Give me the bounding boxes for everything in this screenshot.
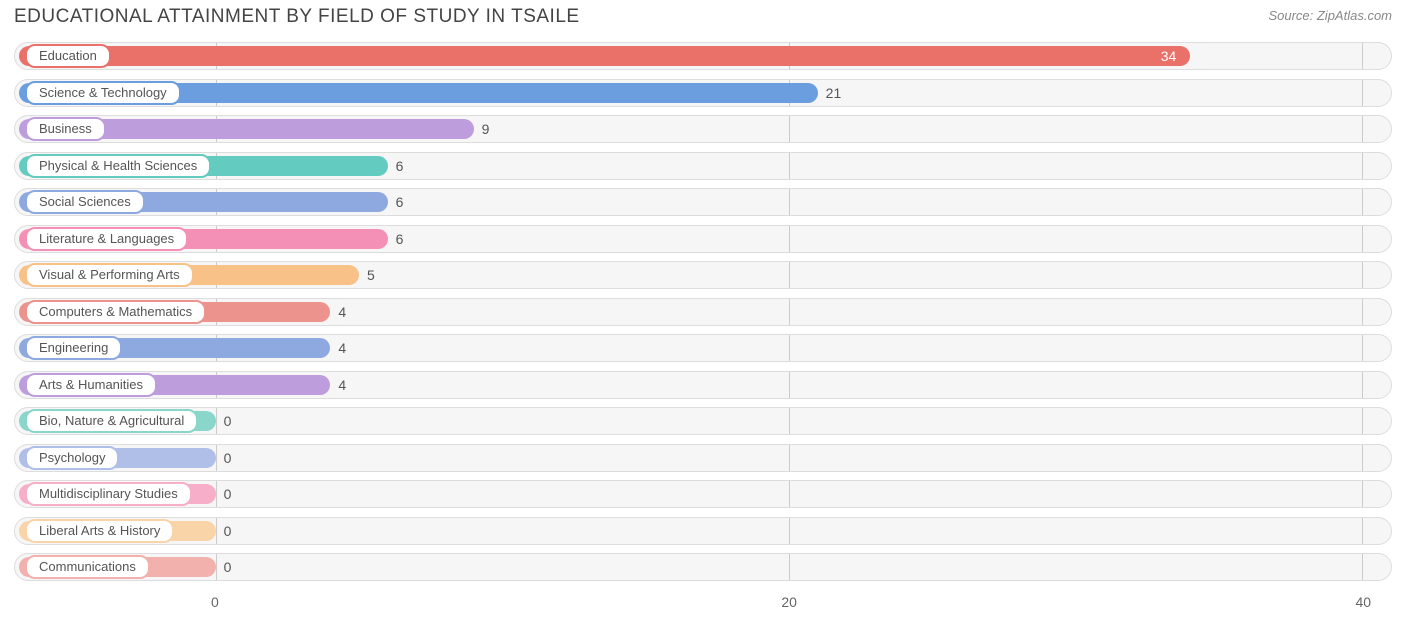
value-label: 0 (224, 486, 232, 502)
bar (19, 46, 1190, 66)
gridline (1362, 518, 1363, 544)
category-pill: Engineering (25, 336, 122, 360)
gridline (789, 554, 790, 580)
bar-track: Science & Technology 21 (14, 79, 1392, 107)
gridline (1362, 445, 1363, 471)
value-label: 21 (826, 85, 842, 101)
bar-track: Social Sciences 6 (14, 188, 1392, 216)
gridline (216, 554, 217, 580)
gridline (1362, 189, 1363, 215)
bar-track: Arts & Humanities 4 (14, 371, 1392, 399)
gridline (789, 226, 790, 252)
bar-track: Psychology 0 (14, 444, 1392, 472)
bar-track: Literature & Languages 6 (14, 225, 1392, 253)
bar-track: Computers & Mathematics 4 (14, 298, 1392, 326)
bar-track: Physical & Health Sciences 6 (14, 152, 1392, 180)
gridline (789, 262, 790, 288)
bar-track: Visual & Performing Arts 5 (14, 261, 1392, 289)
gridline (1362, 153, 1363, 179)
x-axis: 0 20 40 (14, 590, 1392, 616)
bar-track: Multidisciplinary Studies 0 (14, 480, 1392, 508)
plot-window: Education 34 Science & Technology 21 Busines… (14, 42, 1392, 581)
value-label: 4 (338, 304, 346, 320)
value-label: 6 (396, 158, 404, 174)
gridline (1362, 554, 1363, 580)
category-pill: Multidisciplinary Studies (25, 482, 192, 506)
gridline (216, 481, 217, 507)
value-label: 0 (224, 413, 232, 429)
bar-track: Business 9 (14, 115, 1392, 143)
value-label: 9 (482, 121, 490, 137)
value-label: 5 (367, 267, 375, 283)
category-pill: Physical & Health Sciences (25, 154, 211, 178)
value-label: 0 (224, 523, 232, 539)
category-pill: Computers & Mathematics (25, 300, 206, 324)
gridline (789, 445, 790, 471)
gridline (789, 518, 790, 544)
gridline (1362, 262, 1363, 288)
chart-source: Source: ZipAtlas.com (1268, 8, 1392, 23)
category-pill: Literature & Languages (25, 227, 188, 251)
gridline (789, 408, 790, 434)
gridline (789, 335, 790, 361)
gridline (789, 372, 790, 398)
category-pill: Bio, Nature & Agricultural (25, 409, 198, 433)
bar-track: Communications 0 (14, 553, 1392, 581)
gridline (1362, 226, 1363, 252)
category-pill: Liberal Arts & History (25, 519, 174, 543)
chart-title: EDUCATIONAL ATTAINMENT BY FIELD OF STUDY… (14, 6, 580, 28)
category-pill: Education (25, 44, 111, 68)
category-pill: Science & Technology (25, 81, 181, 105)
bar-track: Liberal Arts & History 0 (14, 517, 1392, 545)
value-label: 4 (338, 377, 346, 393)
gridline (789, 116, 790, 142)
gridline (1362, 116, 1363, 142)
x-tick-label: 40 (1355, 594, 1371, 610)
category-pill: Visual & Performing Arts (25, 263, 194, 287)
chart-header: EDUCATIONAL ATTAINMENT BY FIELD OF STUDY… (0, 0, 1406, 28)
gridline (789, 189, 790, 215)
category-pill: Business (25, 117, 106, 141)
value-label: 6 (396, 194, 404, 210)
gridline (1362, 299, 1363, 325)
gridline (1362, 481, 1363, 507)
value-label: 4 (338, 340, 346, 356)
gridline (216, 445, 217, 471)
x-tick-label: 0 (211, 594, 219, 610)
category-pill: Arts & Humanities (25, 373, 157, 397)
value-label: 0 (224, 450, 232, 466)
value-label: 34 (1161, 48, 1177, 64)
gridline (1362, 80, 1363, 106)
gridline (1362, 408, 1363, 434)
gridline (1362, 372, 1363, 398)
gridline (216, 408, 217, 434)
bar-track: Engineering 4 (14, 334, 1392, 362)
gridline (1362, 43, 1363, 69)
gridline (216, 518, 217, 544)
chart-area: Education 34 Science & Technology 21 Busines… (14, 42, 1392, 581)
value-label: 0 (224, 559, 232, 575)
category-pill: Psychology (25, 446, 119, 470)
category-pill: Communications (25, 555, 150, 579)
bar-track: Bio, Nature & Agricultural 0 (14, 407, 1392, 435)
category-pill: Social Sciences (25, 190, 145, 214)
gridline (789, 481, 790, 507)
x-tick-label: 20 (781, 594, 797, 610)
gridline (789, 299, 790, 325)
gridline (789, 153, 790, 179)
bar-track: Education 34 (14, 42, 1392, 70)
value-label: 6 (396, 231, 404, 247)
gridline (1362, 335, 1363, 361)
